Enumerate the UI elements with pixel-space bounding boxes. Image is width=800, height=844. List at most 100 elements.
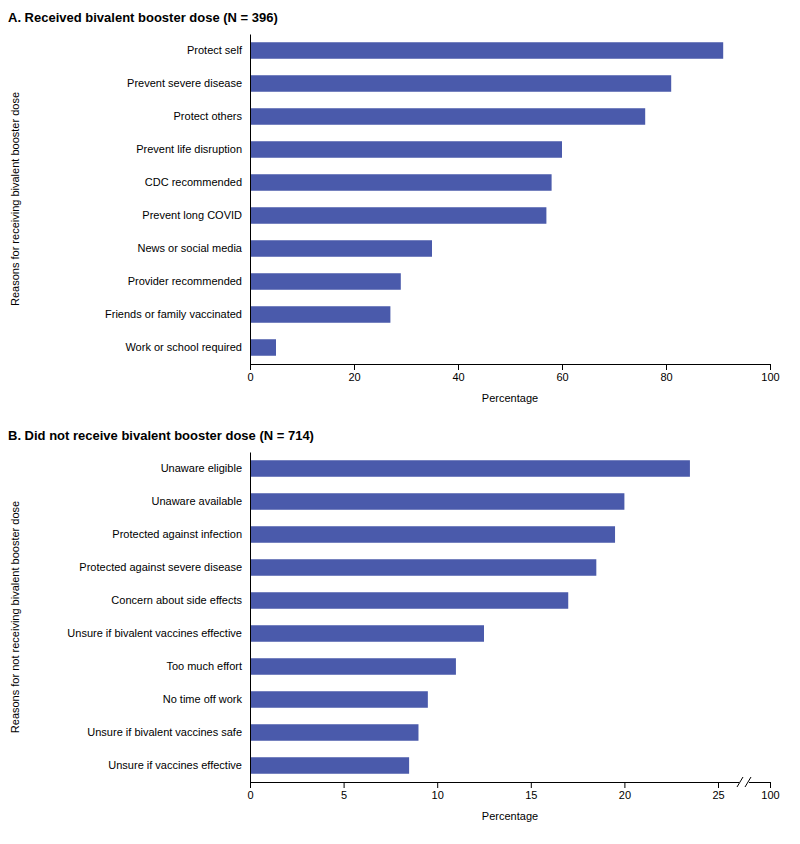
tick-mark [562, 364, 563, 370]
tick-mark [718, 782, 719, 788]
bar [250, 757, 409, 774]
chart: 020406080100Work or school requiredFrien… [0, 0, 800, 844]
tick: News or social media [137, 242, 250, 254]
tick: 5 [341, 782, 347, 801]
bar [250, 493, 624, 510]
tick: 20 [619, 782, 631, 801]
tick-mark [458, 364, 459, 370]
tick: Protect others [174, 110, 250, 122]
tick-label: Concern about side effects [111, 594, 242, 606]
bar [250, 174, 552, 191]
tick: 60 [556, 364, 568, 383]
tick: Unaware available [152, 495, 251, 507]
bar [250, 42, 723, 59]
tick: No time off work [163, 693, 250, 705]
tick-label: Unsure if bivalent vaccines safe [87, 726, 242, 738]
tick-mark [250, 782, 251, 788]
tick-mark [531, 782, 532, 788]
axis-line [250, 453, 251, 783]
x-axis: 0 5 10 15 20 25 100 [247, 782, 779, 801]
tick: Protect self [187, 44, 250, 56]
tick: Unsure if vaccines effective [108, 759, 250, 771]
tick-label: 40 [452, 371, 464, 383]
tick-mark [250, 364, 251, 370]
tick-label: 100 [761, 371, 779, 383]
tick-label: Prevent severe disease [127, 77, 242, 89]
tick: 100 [761, 364, 779, 383]
tick-mark [354, 364, 355, 370]
tick: Work or school required [125, 341, 250, 353]
bar [250, 207, 546, 224]
tick-mark [624, 782, 625, 788]
tick-label: 100 [761, 789, 779, 801]
tick-mark [770, 782, 771, 788]
tick: 0 [247, 782, 253, 801]
tick: 0 [247, 364, 253, 383]
tick-label: 20 [619, 789, 631, 801]
tick-label: Protect self [187, 44, 243, 56]
tick: 10 [432, 782, 444, 801]
axis-break-mark [745, 777, 751, 787]
tick-label: 0 [247, 789, 253, 801]
y-axis-title: Reasons for receiving bivalent booster d… [9, 92, 21, 306]
axis-break [737, 777, 751, 787]
bar [250, 592, 568, 609]
bar [250, 460, 690, 477]
tick: Concern about side effects [111, 594, 250, 606]
tick-label: Too much effort [166, 660, 242, 672]
tick: Prevent life disruption [136, 143, 250, 155]
tick-label: 60 [556, 371, 568, 383]
tick: 20 [348, 364, 360, 383]
axis-line [250, 35, 251, 365]
bar [250, 108, 645, 125]
tick-label: News or social media [137, 242, 242, 254]
tick: Prevent severe disease [127, 77, 250, 89]
tick: 80 [660, 364, 672, 383]
bar [250, 339, 276, 356]
tick: Protected against severe disease [79, 561, 250, 573]
tick-label: Unsure if bivalent vaccines effective [67, 627, 242, 639]
bars [250, 460, 690, 774]
tick-label: Unsure if vaccines effective [108, 759, 242, 771]
x-axis: 0 20 40 60 80 100 [247, 364, 779, 383]
bar [250, 273, 401, 290]
tick-label: No time off work [163, 693, 243, 705]
bar [250, 691, 428, 708]
title: A. Received bivalent booster dose (N = 3… [8, 10, 278, 25]
axis-break-mark [737, 777, 743, 787]
tick-mark [770, 364, 771, 370]
x-axis-title: Percentage [482, 810, 538, 822]
tick-label: CDC recommended [145, 176, 242, 188]
tick: Provider recommended [128, 275, 250, 287]
tick-label: 10 [432, 789, 444, 801]
axis-line [251, 365, 771, 371]
tick: CDC recommended [145, 176, 250, 188]
bar [250, 658, 456, 675]
axis-line [251, 783, 771, 789]
panel: 0 20 40 60 80 100 Work or school required Frien… [105, 35, 780, 405]
tick-label: Prevent long COVID [142, 209, 242, 221]
bar [250, 240, 432, 257]
tick: Prevent long COVID [142, 209, 250, 221]
tick: 25 [712, 782, 724, 801]
tick: 15 [525, 782, 537, 801]
y-axis: Work or school required Friends or family… [105, 35, 250, 365]
tick-label: 25 [712, 789, 724, 801]
bar [250, 526, 615, 543]
tick: Friends or family vaccinated [105, 308, 250, 320]
bar [250, 559, 596, 576]
x-axis-title: Percentage [482, 392, 538, 404]
bar [250, 625, 484, 642]
tick-label: 80 [660, 371, 672, 383]
tick-label: 15 [525, 789, 537, 801]
bars [250, 42, 723, 356]
tick-label: Protect others [174, 110, 243, 122]
tick-label: 5 [341, 789, 347, 801]
tick: Protected against infection [112, 528, 250, 540]
tick-label: 20 [348, 371, 360, 383]
tick-mark [344, 782, 345, 788]
tick-label: Protected against severe disease [79, 561, 242, 573]
tick: 100 [761, 782, 779, 801]
tick-label: Unaware eligible [161, 462, 242, 474]
bar [250, 724, 418, 741]
